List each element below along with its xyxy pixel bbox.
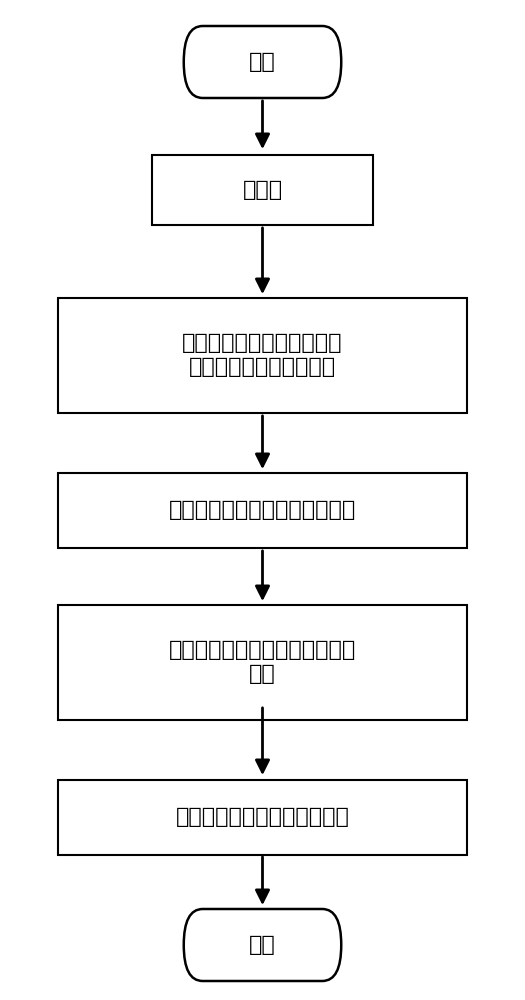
FancyBboxPatch shape xyxy=(58,298,467,412)
FancyBboxPatch shape xyxy=(184,909,341,981)
Text: 无缆地震仪通过形成簇算法
选择簇头并计算竞争半径: 无缆地震仪通过形成簇算法 选择簇头并计算竞争半径 xyxy=(182,333,343,377)
Text: 在地震勘探网络中形成分簇结构: 在地震勘探网络中形成分簇结构 xyxy=(169,500,356,520)
Text: 结束: 结束 xyxy=(249,935,276,955)
Text: 簇头路由形成方法完成簇头路由
设计: 簇头路由形成方法完成簇头路由 设计 xyxy=(169,640,356,684)
Text: 开始: 开始 xyxy=(249,52,276,72)
Text: 初始化: 初始化 xyxy=(243,180,282,200)
FancyBboxPatch shape xyxy=(58,780,467,854)
FancyBboxPatch shape xyxy=(58,604,467,720)
FancyBboxPatch shape xyxy=(58,473,467,548)
FancyBboxPatch shape xyxy=(152,155,373,225)
Text: 簇头将簇内的数据发送给基站: 簇头将簇内的数据发送给基站 xyxy=(175,807,350,827)
FancyBboxPatch shape xyxy=(184,26,341,98)
